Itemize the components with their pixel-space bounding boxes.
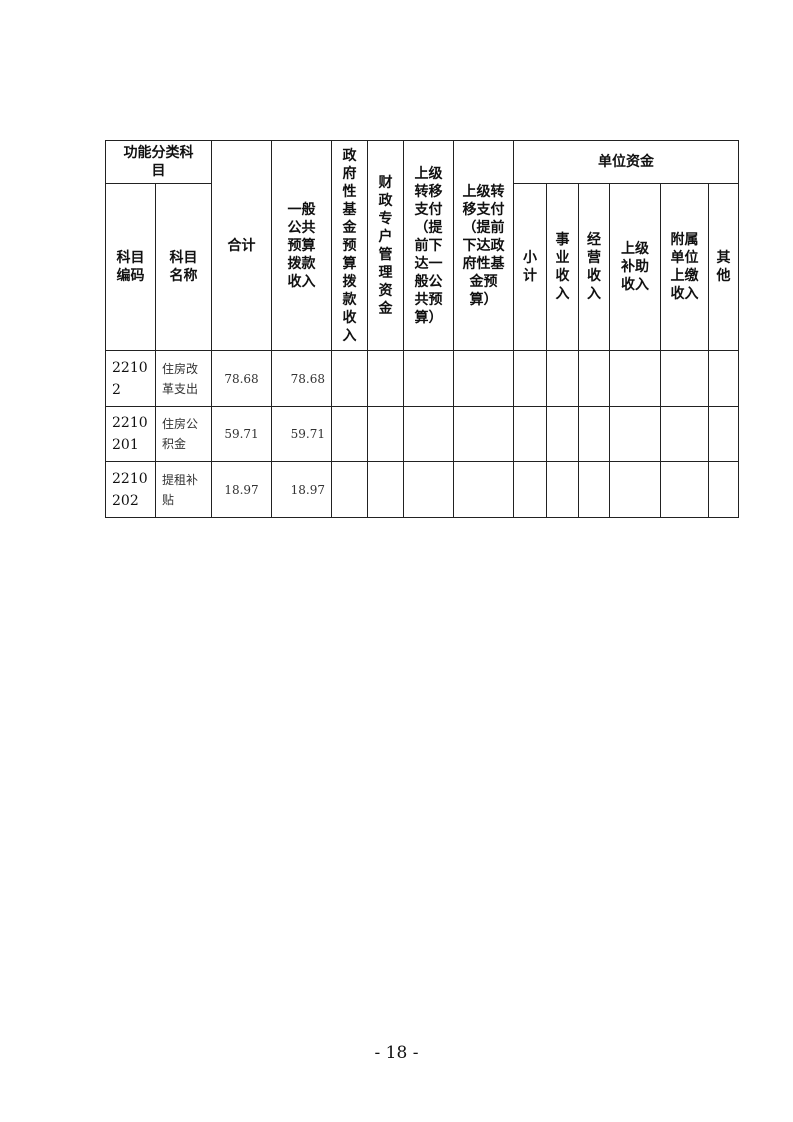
cell-empty — [546, 406, 579, 462]
header-subject-code: 科目 编码 — [105, 183, 156, 351]
header-superior-subsidy: 上级 补助 收入 — [609, 183, 661, 351]
cell-empty — [331, 406, 368, 462]
cell-empty — [609, 406, 661, 462]
header-other: 其 他 — [708, 183, 739, 351]
header-operating-income: 经 营 收 入 — [578, 183, 610, 351]
cell-code: 2210 202 — [105, 461, 156, 518]
cell-empty — [546, 461, 579, 518]
header-total: 合计 — [211, 140, 272, 351]
header-affiliated-income: 附属 单位 上缴 收入 — [660, 183, 709, 351]
cell-empty — [513, 350, 547, 407]
header-subject-name: 科目 名称 — [155, 183, 212, 351]
cell-empty — [708, 406, 739, 462]
header-transfer-general: 上级 转移 支付 （提 前下 达一 般公 共预 算） — [403, 140, 454, 351]
cell-empty — [403, 350, 454, 407]
cell-empty — [578, 406, 610, 462]
cell-general: 59.71 — [271, 406, 332, 462]
cell-empty — [546, 350, 579, 407]
cell-empty — [708, 350, 739, 407]
cell-name: 住房公 积金 — [155, 406, 212, 462]
cell-name: 提租补 贴 — [155, 461, 212, 518]
cell-total: 18.97 — [211, 461, 272, 518]
budget-table: 功能分类科 目 合计 一般 公共 预算 拨款 收入 政 府 性 基 金 预 算 … — [105, 140, 739, 518]
page-number: - 18 - — [374, 1043, 419, 1063]
cell-empty — [660, 350, 709, 407]
header-general-public-budget: 一般 公共 预算 拨款 收入 — [271, 140, 332, 351]
header-transfer-gov-fund: 上级转 移支付 （提前 下达政 府性基 金预 算） — [453, 140, 514, 351]
cell-empty — [331, 461, 368, 518]
cell-empty — [403, 406, 454, 462]
cell-total: 78.68 — [211, 350, 272, 407]
cell-code: 2210 2 — [105, 350, 156, 407]
cell-empty — [513, 461, 547, 518]
cell-name: 住房改 革支出 — [155, 350, 212, 407]
cell-empty — [367, 461, 404, 518]
cell-code: 2210 201 — [105, 406, 156, 462]
header-func-category: 功能分类科 目 — [105, 140, 212, 184]
table-row: 2210 202 提租补 贴 18.97 18.97 — [105, 461, 739, 518]
cell-empty — [367, 350, 404, 407]
header-unit-funds: 单位资金 — [513, 140, 739, 184]
cell-empty — [367, 406, 404, 462]
cell-empty — [453, 406, 514, 462]
cell-empty — [660, 406, 709, 462]
header-business-income: 事 业 收 入 — [546, 183, 579, 351]
cell-empty — [513, 406, 547, 462]
cell-empty — [453, 461, 514, 518]
cell-total: 59.71 — [211, 406, 272, 462]
table-row: 2210 2 住房改 革支出 78.68 78.68 — [105, 350, 739, 407]
cell-empty — [578, 461, 610, 518]
header-subtotal: 小 计 — [513, 183, 547, 351]
cell-empty — [708, 461, 739, 518]
cell-empty — [331, 350, 368, 407]
cell-empty — [403, 461, 454, 518]
cell-general: 18.97 — [271, 461, 332, 518]
header-fiscal-special-account: 财 政 专 户 管 理 资 金 — [367, 140, 404, 351]
cell-general: 78.68 — [271, 350, 332, 407]
cell-empty — [578, 350, 610, 407]
header-gov-fund-budget: 政 府 性 基 金 预 算 拨 款 收 入 — [331, 140, 368, 351]
cell-empty — [609, 461, 661, 518]
table-row: 2210 201 住房公 积金 59.71 59.71 — [105, 406, 739, 462]
cell-empty — [453, 350, 514, 407]
cell-empty — [660, 461, 709, 518]
cell-empty — [609, 350, 661, 407]
